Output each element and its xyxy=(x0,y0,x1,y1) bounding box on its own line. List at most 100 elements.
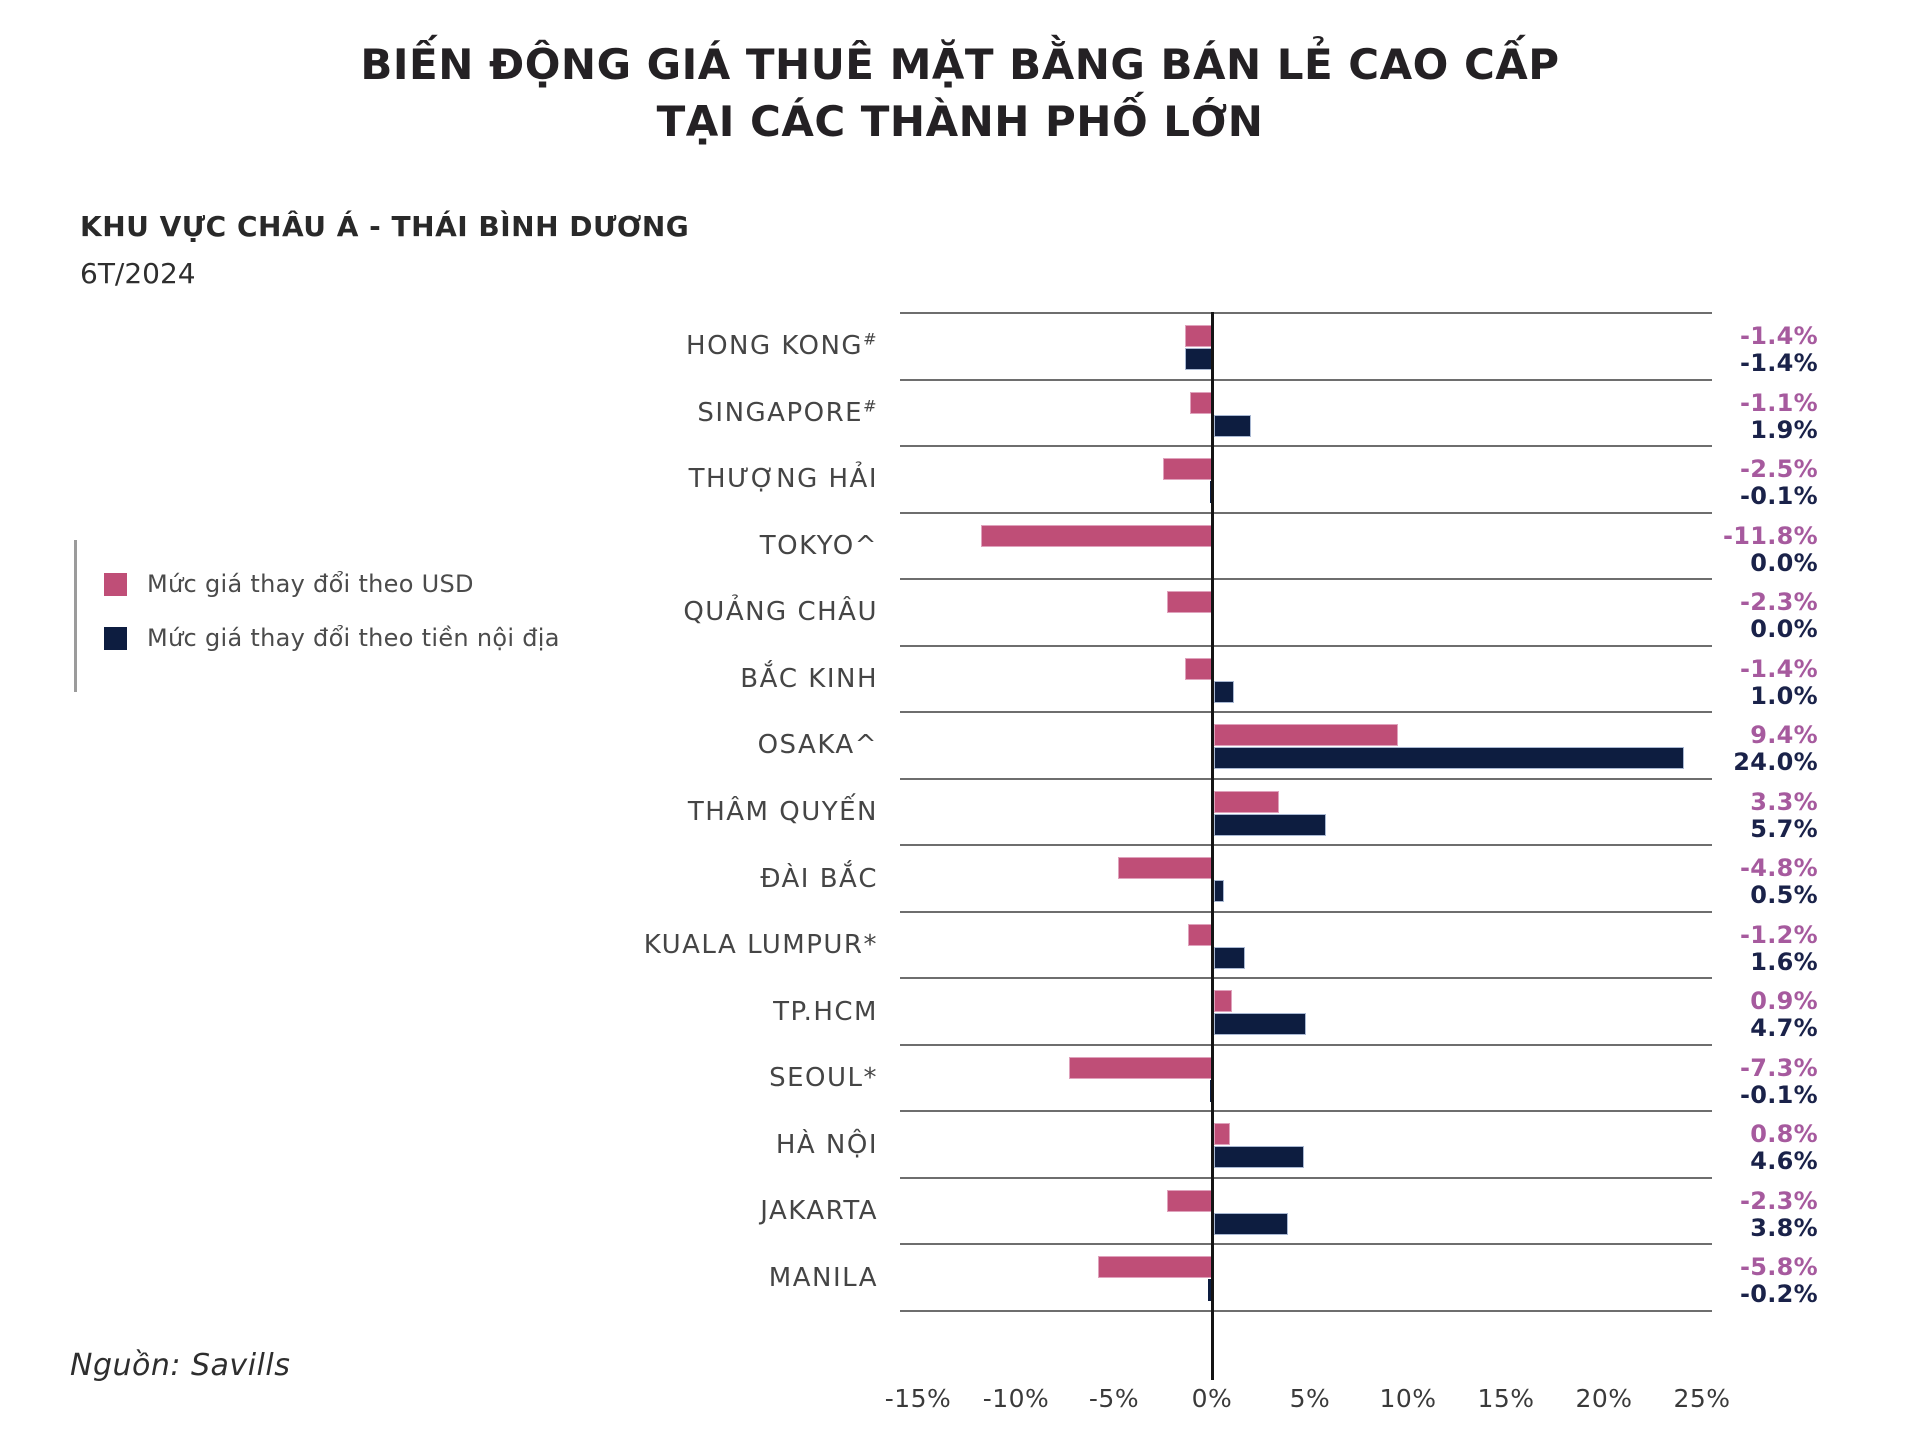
row-values: -7.3% -0.1% xyxy=(1720,1046,1818,1111)
title-line-1: BIẾN ĐỘNG GIÁ THUÊ MẶT BẰNG BÁN LẺ CAO C… xyxy=(360,40,1560,89)
local-currency-change-bar xyxy=(1214,880,1224,903)
city-marker: # xyxy=(863,396,878,416)
city-name: HÀ NỘI xyxy=(775,1129,878,1160)
usd-value-label: -2.3% xyxy=(1739,588,1818,617)
city-name: TOKYO xyxy=(759,530,855,561)
usd-change-bar xyxy=(1166,591,1212,614)
city-marker: ^ xyxy=(854,530,878,561)
local-value-label: -0.2% xyxy=(1739,1280,1818,1309)
city-name: JAKARTA xyxy=(760,1196,878,1227)
period-label: 6T/2024 xyxy=(80,257,196,290)
usd-value-label: 0.9% xyxy=(1750,987,1818,1016)
local-value-label: 4.6% xyxy=(1750,1147,1818,1176)
chart-row: SINGAPORE# -1.1% 1.9% xyxy=(697,378,1818,446)
x-axis-tick-label: 0% xyxy=(1191,1384,1233,1413)
usd-value-label: -1.2% xyxy=(1739,920,1818,949)
local-currency-change-bar xyxy=(1214,946,1246,969)
legend-item-usd: Mức giá thay đổi theo USD xyxy=(104,570,474,598)
usd-change-bar xyxy=(1214,790,1279,813)
legend-item-local: Mức giá thay đổi theo tiền nội địa xyxy=(104,624,560,652)
usd-change-bar xyxy=(1098,1256,1212,1279)
city-label: HÀ NỘI xyxy=(776,1130,878,1160)
city-label: TOKYO^ xyxy=(760,531,878,561)
city-name: SINGAPORE xyxy=(697,397,864,428)
chart-row: HÀ NỘI 0.8% 4.6% xyxy=(776,1110,1818,1177)
city-label: SEOUL* xyxy=(769,1063,878,1093)
usd-change-bar xyxy=(1190,391,1212,414)
usd-change-bar xyxy=(1184,657,1212,680)
row-values: -1.4% -1.4% xyxy=(1720,314,1818,379)
legend-swatch-local-icon xyxy=(104,626,127,650)
title-line-2: TẠI CÁC THÀNH PHỐ LỚN xyxy=(656,97,1264,146)
local-currency-change-bar xyxy=(1214,1013,1307,1036)
region-subtitle: KHU VỰC CHÂU Á - THÁI BÌNH DƯƠNG xyxy=(80,210,690,243)
usd-value-label: -5.8% xyxy=(1739,1253,1818,1282)
local-currency-change-bar xyxy=(1184,348,1212,370)
city-name: QUẢNG CHÂU xyxy=(683,597,878,628)
city-label: THÂM QUYẾN xyxy=(688,797,878,827)
chart-row: KUALA LUMPUR* -1.2% 1.6% xyxy=(644,910,1818,978)
usd-value-label: 9.4% xyxy=(1750,721,1818,750)
local-currency-change-bar xyxy=(1214,813,1326,836)
city-name: ĐÀI BẮC xyxy=(760,863,878,894)
row-values: 3.3% 5.7% xyxy=(1720,780,1818,845)
usd-change-bar xyxy=(1166,1189,1212,1212)
city-name: SEOUL xyxy=(769,1063,864,1094)
chart-row: ĐÀI BẮC -4.8% 0.5% xyxy=(760,844,1818,911)
city-marker: * xyxy=(863,930,878,961)
usd-value-label: -2.3% xyxy=(1739,1186,1818,1215)
chart-row: JAKARTA -2.3% 3.8% xyxy=(760,1176,1818,1244)
local-currency-change-bar xyxy=(1208,1279,1212,1302)
local-currency-change-bar xyxy=(1214,1212,1289,1235)
x-axis-tick-label: 15% xyxy=(1477,1384,1535,1413)
chart-row: THÂM QUYẾN 3.3% 5.7% xyxy=(688,777,1818,845)
chart-row: OSAKA^ 9.4% 24.0% xyxy=(758,711,1818,778)
row-values: 0.8% 4.6% xyxy=(1720,1112,1818,1177)
local-currency-change-bar xyxy=(1214,1146,1305,1169)
local-currency-change-bar xyxy=(1214,414,1252,437)
city-label: BẮC KINH xyxy=(740,664,878,694)
row-values: -1.1% 1.9% xyxy=(1720,381,1818,446)
usd-change-bar xyxy=(980,524,1212,547)
usd-change-bar xyxy=(1068,1056,1212,1079)
local-value-label: 3.8% xyxy=(1750,1213,1818,1242)
bar-chart: HONG KONG# -1.4% -1.4% SINGAPORE# -1.1% … xyxy=(644,312,1818,1413)
x-axis-tick-label: -5% xyxy=(1088,1384,1140,1413)
usd-value-label: -7.3% xyxy=(1739,1053,1818,1082)
x-axis-tick-label: 20% xyxy=(1575,1384,1633,1413)
legend-label-local: Mức giá thay đổi theo tiền nội địa xyxy=(147,624,560,652)
city-name: OSAKA xyxy=(757,730,855,761)
local-value-label: 0.0% xyxy=(1750,548,1818,577)
local-value-label: 5.7% xyxy=(1750,814,1818,843)
city-marker: ^ xyxy=(854,730,878,761)
city-label: HONG KONG# xyxy=(686,331,878,361)
zero-axis-line xyxy=(1211,312,1214,1380)
usd-change-bar xyxy=(1214,724,1399,747)
row-values: -11.8% 0.0% xyxy=(1720,514,1818,579)
x-axis-tick-label: -15% xyxy=(884,1384,952,1413)
usd-value-label: 3.3% xyxy=(1750,787,1818,816)
chart-row: HONG KONG# -1.4% -1.4% xyxy=(686,312,1818,379)
x-axis-tick-label: -10% xyxy=(982,1384,1050,1413)
usd-change-bar xyxy=(1214,1123,1230,1146)
x-axis-tick-label: 25% xyxy=(1673,1384,1731,1413)
usd-value-label: -1.4% xyxy=(1739,322,1818,350)
city-name: KUALA LUMPUR xyxy=(643,930,864,961)
local-value-label: 4.7% xyxy=(1750,1014,1818,1043)
local-currency-change-bar xyxy=(1214,680,1234,703)
chart-row: SEOUL* -7.3% -0.1% xyxy=(769,1043,1818,1111)
local-currency-change-bar xyxy=(1214,747,1685,770)
chart-row: QUẢNG CHÂU -2.3% 0.0% xyxy=(683,578,1818,645)
city-label: OSAKA^ xyxy=(758,730,878,760)
row-values: -2.3% 0.0% xyxy=(1720,580,1818,645)
row-values: 9.4% 24.0% xyxy=(1720,713,1818,778)
chart-row: TP.HCM 0.9% 4.7% xyxy=(773,977,1818,1044)
city-label: KUALA LUMPUR* xyxy=(644,930,878,960)
city-marker: * xyxy=(863,1063,878,1094)
city-label: MANILA xyxy=(769,1263,878,1293)
row-values: -2.3% 3.8% xyxy=(1720,1179,1818,1244)
usd-change-bar xyxy=(1117,857,1212,880)
local-value-label: 24.0% xyxy=(1733,748,1818,777)
legend-swatch-usd-icon xyxy=(104,572,127,596)
